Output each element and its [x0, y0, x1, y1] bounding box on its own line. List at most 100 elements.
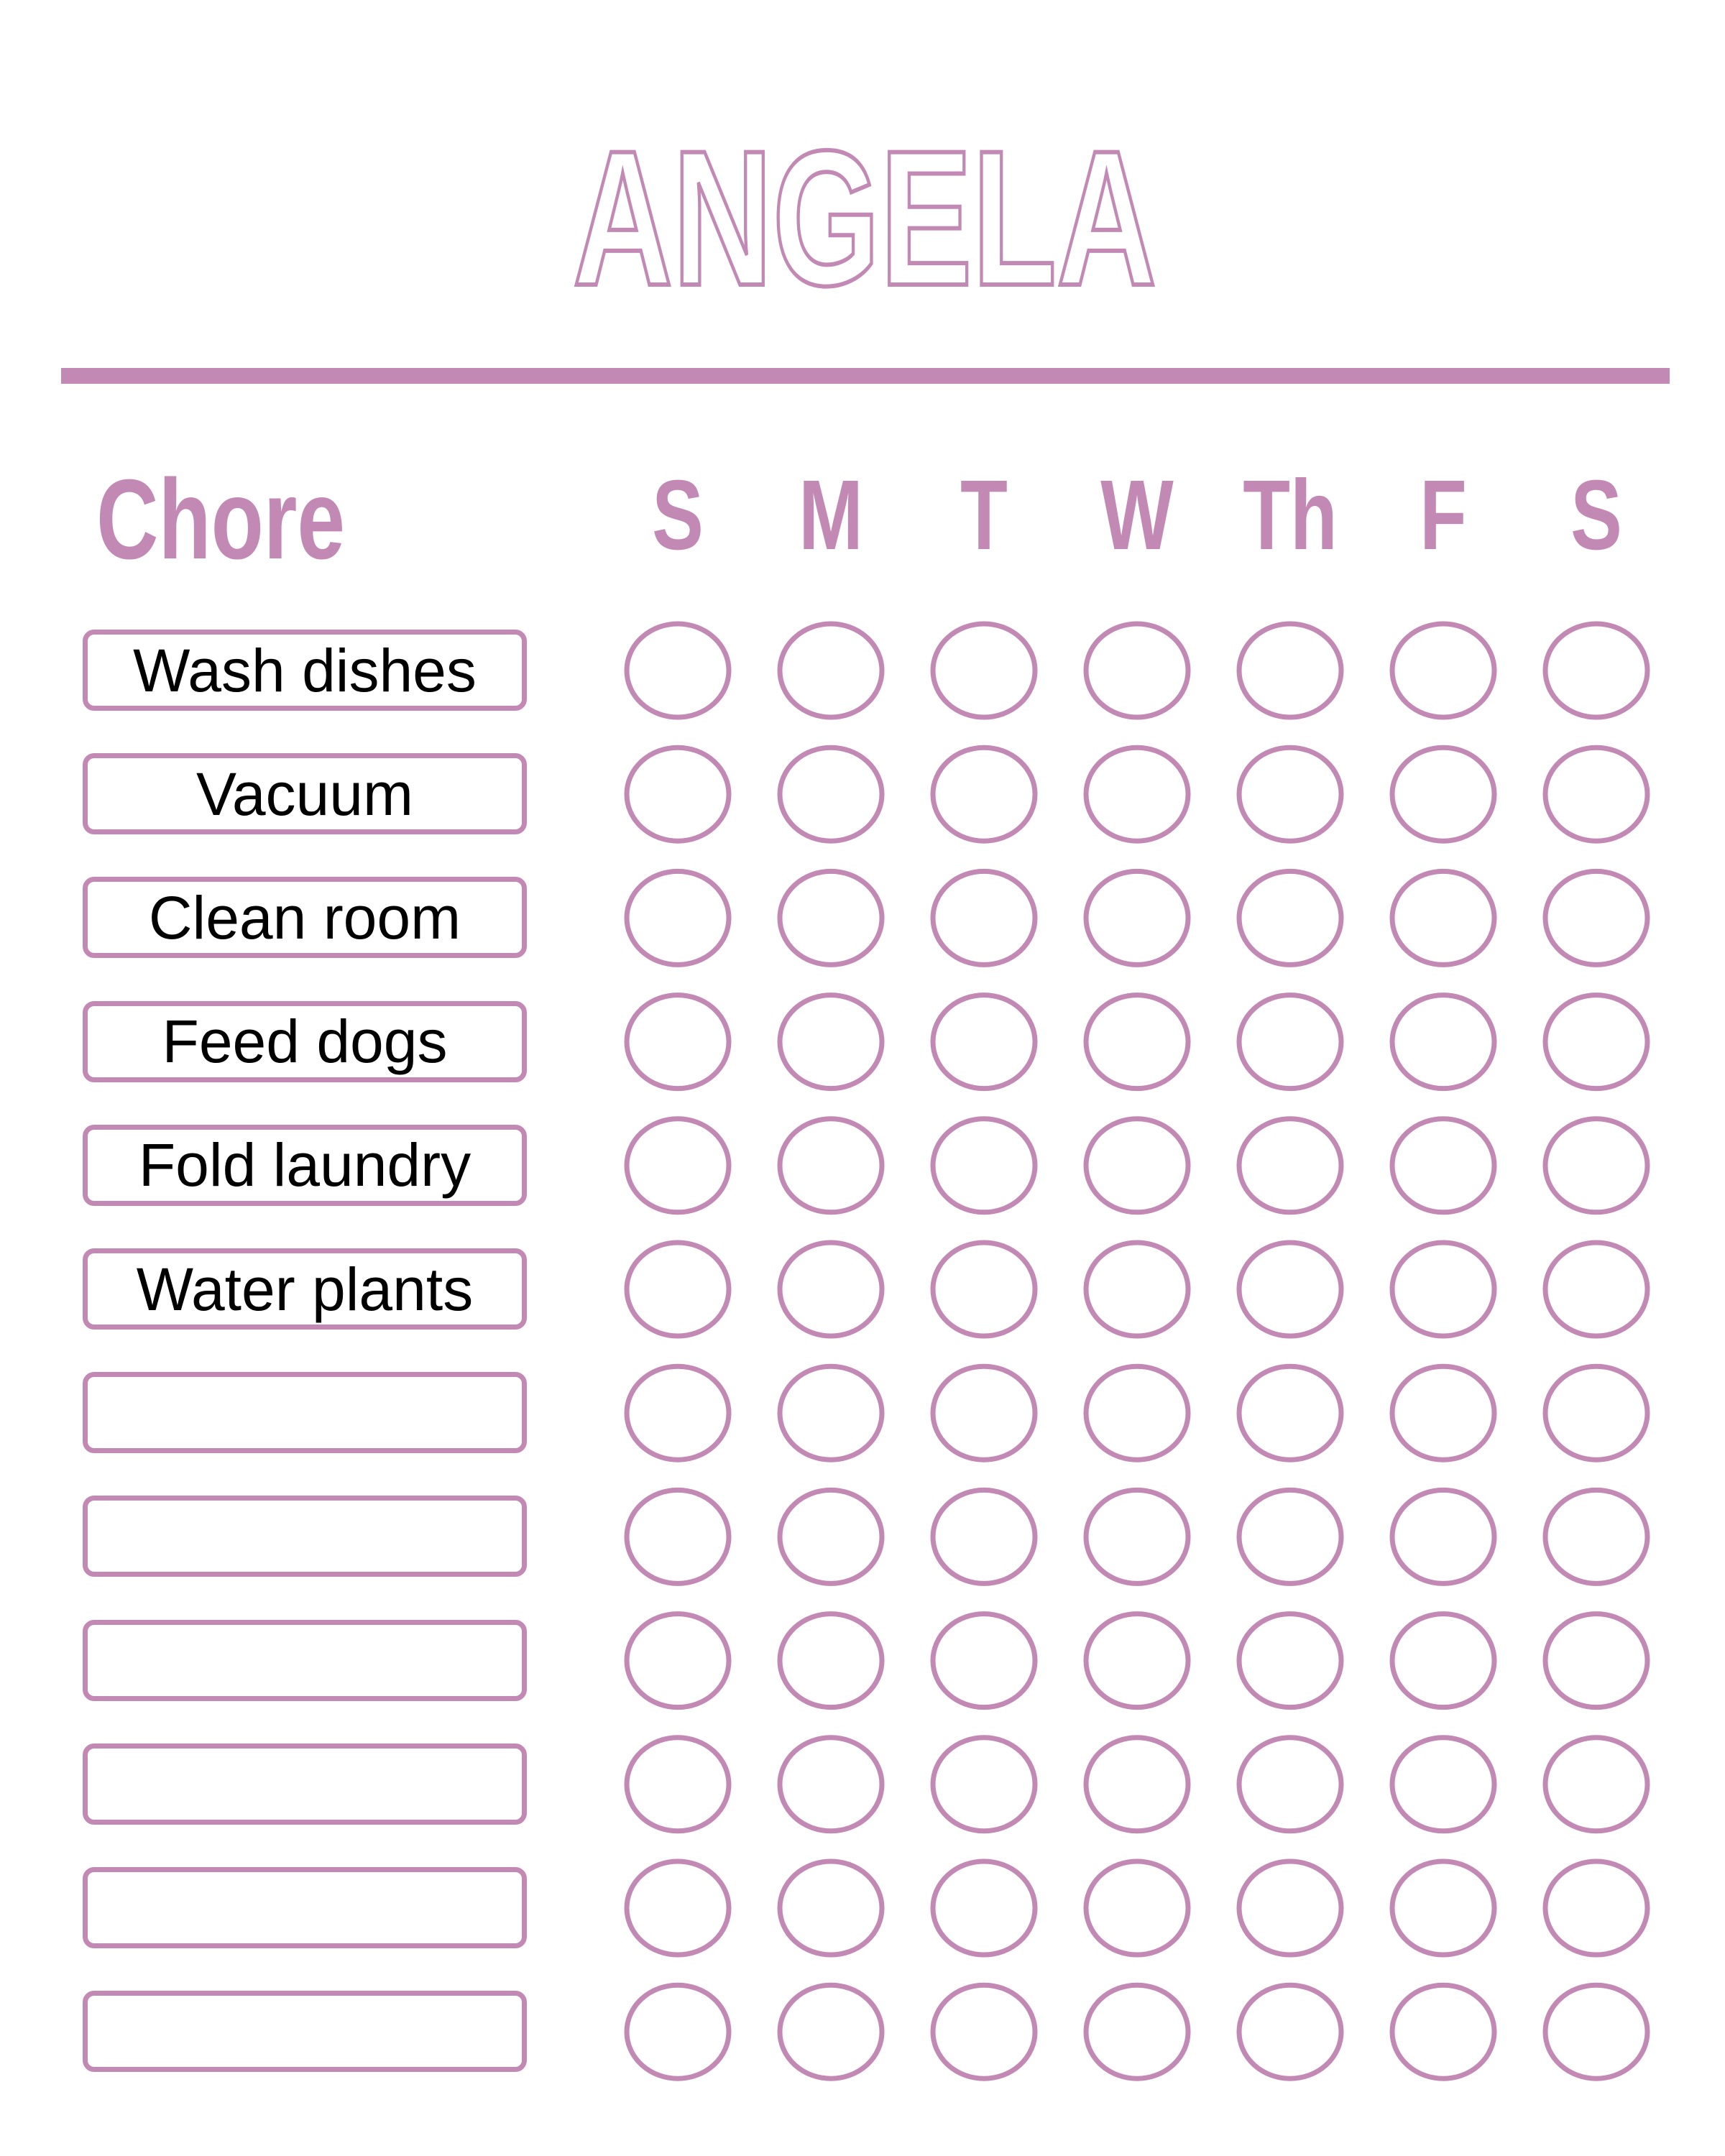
- check-circle[interactable]: [624, 992, 732, 1092]
- check-circle[interactable]: [1236, 621, 1344, 720]
- chore-box[interactable]: Feed dogs: [83, 1000, 527, 1082]
- check-circle[interactable]: [624, 621, 732, 720]
- check-circle[interactable]: [1083, 868, 1191, 967]
- chore-box[interactable]: Clean room: [83, 877, 527, 959]
- check-circle[interactable]: [777, 745, 885, 844]
- check-circle[interactable]: [1083, 1611, 1191, 1710]
- check-circle[interactable]: [1236, 1611, 1344, 1710]
- check-circle[interactable]: [1083, 1735, 1191, 1834]
- check-circle[interactable]: [1542, 1982, 1650, 2081]
- check-circle[interactable]: [777, 1982, 885, 2081]
- chore-box[interactable]: Vacuum: [83, 753, 527, 835]
- check-circle[interactable]: [624, 1363, 732, 1462]
- check-circle[interactable]: [930, 1487, 1038, 1586]
- check-circle[interactable]: [624, 1487, 732, 1586]
- check-circle[interactable]: [930, 992, 1038, 1092]
- check-circle[interactable]: [1542, 1735, 1650, 1834]
- check-circle[interactable]: [777, 1363, 885, 1462]
- check-circle[interactable]: [624, 1858, 732, 1958]
- check-circle[interactable]: [1542, 1363, 1650, 1462]
- check-circle[interactable]: [624, 1982, 732, 2081]
- check-circle[interactable]: [930, 868, 1038, 967]
- check-circle[interactable]: [624, 1240, 732, 1339]
- check-circle[interactable]: [1389, 745, 1497, 844]
- check-circle[interactable]: [624, 745, 732, 844]
- check-circle[interactable]: [1542, 621, 1650, 720]
- check-circle[interactable]: [1542, 1240, 1650, 1339]
- check-circle[interactable]: [1236, 1858, 1344, 1958]
- check-circle[interactable]: [1236, 1735, 1344, 1834]
- day-header-4: Th: [1243, 460, 1338, 571]
- chore-box[interactable]: [83, 1743, 527, 1825]
- chore-box[interactable]: Fold laundry: [83, 1124, 527, 1206]
- check-circle[interactable]: [777, 621, 885, 720]
- check-circle[interactable]: [1542, 1858, 1650, 1958]
- chore-label: Wash dishes: [133, 636, 477, 704]
- chore-box[interactable]: [83, 1372, 527, 1454]
- check-circle[interactable]: [930, 1982, 1038, 2081]
- check-circle[interactable]: [1083, 745, 1191, 844]
- check-circle[interactable]: [624, 1116, 732, 1215]
- check-circle[interactable]: [930, 745, 1038, 844]
- check-circle[interactable]: [624, 1735, 732, 1834]
- check-circle[interactable]: [777, 992, 885, 1092]
- check-circle[interactable]: [1542, 745, 1650, 844]
- check-circle[interactable]: [1236, 1116, 1344, 1215]
- check-circle[interactable]: [777, 1858, 885, 1958]
- check-circle[interactable]: [1389, 1240, 1497, 1339]
- check-circle[interactable]: [1389, 1116, 1497, 1215]
- check-circle[interactable]: [1542, 1487, 1650, 1586]
- check-circle[interactable]: [930, 1116, 1038, 1215]
- check-circle[interactable]: [1236, 868, 1344, 967]
- check-circle[interactable]: [1236, 1240, 1344, 1339]
- check-circle[interactable]: [777, 868, 885, 967]
- check-circle[interactable]: [624, 868, 732, 967]
- check-circle[interactable]: [930, 1858, 1038, 1958]
- check-circle[interactable]: [777, 1487, 885, 1586]
- check-circle[interactable]: [624, 1611, 732, 1710]
- check-circle[interactable]: [930, 1240, 1038, 1339]
- check-circle[interactable]: [1236, 1487, 1344, 1586]
- chore-box[interactable]: [83, 1991, 527, 2073]
- check-circle[interactable]: [1389, 1487, 1497, 1586]
- check-circle[interactable]: [1389, 992, 1497, 1092]
- chore-box[interactable]: Water plants: [83, 1248, 527, 1330]
- check-circle[interactable]: [1083, 1116, 1191, 1215]
- check-circle[interactable]: [1083, 1240, 1191, 1339]
- check-circle[interactable]: [1389, 1735, 1497, 1834]
- check-circle[interactable]: [1236, 745, 1344, 844]
- chore-box[interactable]: [83, 1496, 527, 1577]
- check-circle[interactable]: [1083, 1982, 1191, 2081]
- check-circle[interactable]: [1542, 868, 1650, 967]
- check-circle[interactable]: [1083, 992, 1191, 1092]
- check-circle[interactable]: [930, 621, 1038, 720]
- check-circle[interactable]: [1083, 1858, 1191, 1958]
- check-circle[interactable]: [930, 1611, 1038, 1710]
- check-circle[interactable]: [1236, 1982, 1344, 2081]
- chore-box[interactable]: Wash dishes: [83, 630, 527, 711]
- day-header-3: W: [1100, 460, 1174, 571]
- check-circle[interactable]: [777, 1611, 885, 1710]
- check-circle[interactable]: [930, 1735, 1038, 1834]
- check-circle[interactable]: [1236, 992, 1344, 1092]
- check-circle[interactable]: [1083, 621, 1191, 720]
- check-circle[interactable]: [1389, 868, 1497, 967]
- check-circle[interactable]: [777, 1116, 885, 1215]
- check-circle[interactable]: [1389, 1611, 1497, 1710]
- check-circle[interactable]: [930, 1363, 1038, 1462]
- check-circle[interactable]: [1389, 1858, 1497, 1958]
- check-circle[interactable]: [1542, 1611, 1650, 1710]
- check-circle[interactable]: [777, 1735, 885, 1834]
- check-circle[interactable]: [777, 1240, 885, 1339]
- chore-box[interactable]: [83, 1867, 527, 1948]
- check-circle[interactable]: [1389, 1982, 1497, 2081]
- day-header-2: T: [960, 460, 1008, 571]
- check-circle[interactable]: [1389, 621, 1497, 720]
- check-circle[interactable]: [1389, 1363, 1497, 1462]
- check-circle[interactable]: [1542, 992, 1650, 1092]
- chore-box[interactable]: [83, 1619, 527, 1701]
- check-circle[interactable]: [1236, 1363, 1344, 1462]
- check-circle[interactable]: [1542, 1116, 1650, 1215]
- check-circle[interactable]: [1083, 1487, 1191, 1586]
- check-circle[interactable]: [1083, 1363, 1191, 1462]
